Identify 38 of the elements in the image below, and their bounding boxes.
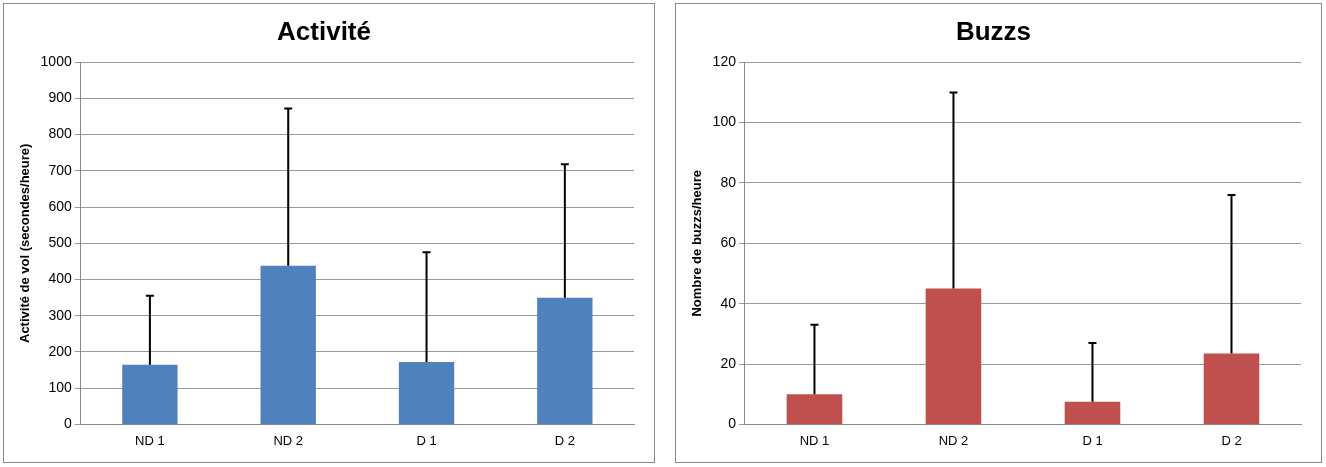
y-axis-title: Nombre de buzzs/heure xyxy=(689,169,705,317)
bar xyxy=(1064,401,1121,424)
chart-title: Activité xyxy=(277,15,371,46)
y-tick-label: 400 xyxy=(48,270,72,287)
x-tick-label: ND 2 xyxy=(273,432,304,448)
y-tick-label: 0 xyxy=(63,415,72,432)
bar xyxy=(398,362,455,424)
chart-title: Buzzs xyxy=(955,15,1032,46)
y-tick-label: 20 xyxy=(720,354,737,371)
y-tick-label: 900 xyxy=(48,89,72,106)
bar xyxy=(1203,353,1260,424)
y-tick-label: 1000 xyxy=(40,53,72,70)
y-tick-label: 800 xyxy=(48,125,72,142)
bar xyxy=(786,394,843,424)
y-tick-label: 100 xyxy=(712,113,737,130)
x-tick-label: D 2 xyxy=(1221,432,1242,448)
y-tick-label: 40 xyxy=(720,294,737,311)
bar xyxy=(260,265,316,424)
y-tick-label: 60 xyxy=(720,234,737,251)
x-tick-label: ND 1 xyxy=(799,432,830,448)
y-tick-label: 500 xyxy=(48,234,72,251)
y-tick-label: 300 xyxy=(48,306,72,323)
bar xyxy=(537,297,593,424)
bar xyxy=(122,364,178,424)
x-tick-label: ND 1 xyxy=(135,432,165,448)
y-tick-label: 80 xyxy=(720,173,737,190)
y-tick-label: 700 xyxy=(48,161,72,178)
x-tick-label: D 2 xyxy=(554,432,575,448)
x-tick-label: D 1 xyxy=(416,432,437,448)
bar xyxy=(925,288,982,424)
y-tick-label: 100 xyxy=(48,379,72,396)
x-tick-label: ND 2 xyxy=(938,432,969,448)
y-tick-label: 600 xyxy=(48,197,72,214)
y-tick-label: 120 xyxy=(712,53,737,70)
y-tick-label: 200 xyxy=(48,342,72,359)
y-axis-title: Activité de vol (secondes/heure) xyxy=(17,143,33,343)
x-tick-label: D 1 xyxy=(1082,432,1103,448)
y-tick-label: 0 xyxy=(728,415,737,432)
